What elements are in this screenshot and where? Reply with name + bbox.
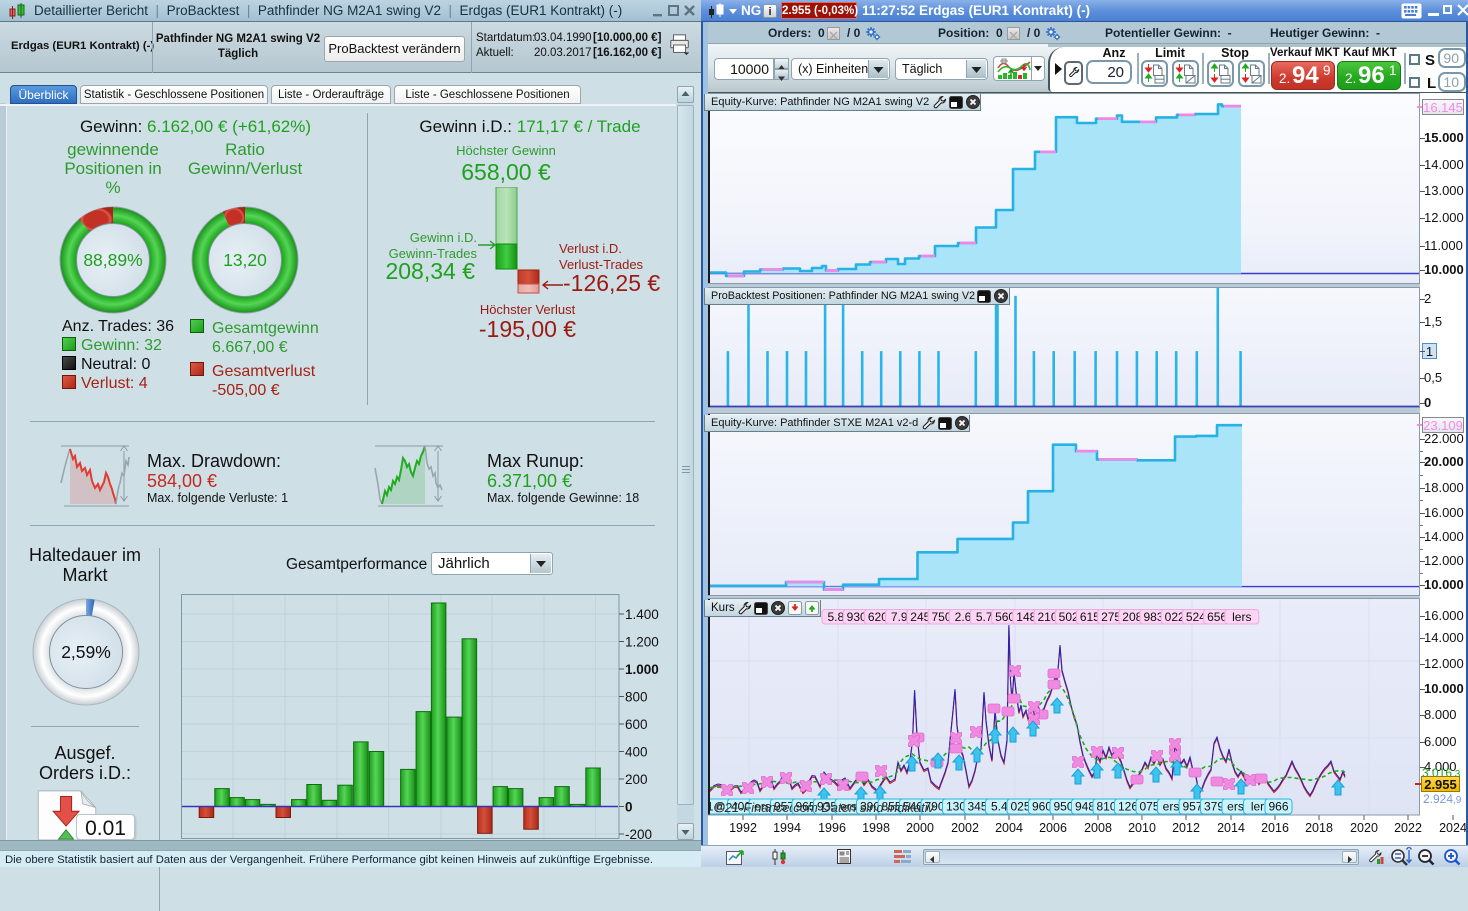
svg-text:148: 148 [1016,610,1036,624]
svg-text:2008: 2008 [1084,821,1112,835]
svg-text:948: 948 [1075,800,1095,814]
svg-text:960: 960 [1032,800,1052,814]
svg-text:615: 615 [1080,610,1100,624]
svg-text:2006: 2006 [1039,821,1067,835]
svg-text:1996: 1996 [818,821,846,835]
svg-text:950: 950 [1053,800,1073,814]
svg-text:345: 345 [967,800,987,814]
svg-text:2,59%: 2,59% [61,642,111,662]
svg-text:400: 400 [731,800,751,814]
svg-text:13,20: 13,20 [223,250,267,270]
svg-text:130: 130 [946,800,966,814]
svg-text:ers: ers [1163,800,1180,814]
svg-text:022: 022 [1165,610,1185,624]
svg-text:790: 790 [924,800,944,814]
svg-text:2018: 2018 [1305,821,1333,835]
svg-text:-200: -200 [625,827,652,840]
svg-text:lers: lers [1232,610,1251,624]
svg-text:855: 855 [881,800,901,814]
svg-text:957: 957 [1182,800,1202,814]
svg-text:075: 075 [1139,800,1159,814]
svg-text:1.400: 1.400 [625,607,659,622]
svg-text:1.000: 1.000 [625,662,659,677]
svg-text:2024: 2024 [1439,821,1466,835]
svg-text:656: 656 [1207,610,1227,624]
svg-text:1@1: 1@1 [707,800,733,814]
svg-text:210: 210 [1037,610,1057,624]
svg-text:957: 957 [774,800,794,814]
svg-text:©21-Finance.com Daten sind ind: ©21-Finance.com Daten sind indikativ [715,800,936,815]
svg-text:2022: 2022 [1394,821,1422,835]
svg-text:2010: 2010 [1128,821,1156,835]
svg-text:ers: ers [754,800,771,814]
svg-text:88,89%: 88,89% [83,250,142,270]
svg-text:1998: 1998 [862,821,890,835]
svg-text:275: 275 [1101,610,1121,624]
svg-text:2020: 2020 [1350,821,1378,835]
svg-text:930: 930 [847,610,867,624]
svg-text:1.200: 1.200 [625,635,659,650]
svg-text:560: 560 [995,610,1015,624]
svg-text:390: 390 [860,800,880,814]
svg-text:1994: 1994 [773,821,801,835]
svg-text:200: 200 [625,772,648,787]
svg-text:2000: 2000 [906,821,934,835]
svg-text:208: 208 [1122,610,1142,624]
svg-text:935: 935 [817,800,837,814]
svg-text:524: 524 [1186,610,1206,624]
svg-text:ers: ers [1227,800,1244,814]
svg-text:983: 983 [1143,610,1163,624]
svg-text:2002: 2002 [951,821,979,835]
svg-text:379: 379 [1204,800,1224,814]
svg-text:750: 750 [931,610,951,624]
svg-text:2016: 2016 [1261,821,1289,835]
svg-text:ers: ers [840,800,857,814]
svg-text:540: 540 [903,800,923,814]
svg-text:620: 620 [868,610,888,624]
svg-text:800: 800 [625,690,648,705]
svg-text:2004: 2004 [995,821,1023,835]
svg-text:245: 245 [910,610,930,624]
svg-text:965: 965 [795,800,815,814]
svg-text:1992: 1992 [729,821,757,835]
svg-text:0: 0 [625,800,633,815]
svg-text:400: 400 [625,745,648,760]
svg-text:2014: 2014 [1217,821,1245,835]
svg-text:966: 966 [1268,800,1288,814]
svg-text:2012: 2012 [1172,821,1200,835]
svg-text:025: 025 [1010,800,1030,814]
svg-text:600: 600 [625,717,648,732]
svg-text:126: 126 [1118,800,1138,814]
svg-text:810: 810 [1096,800,1116,814]
svg-text:502: 502 [1059,610,1079,624]
